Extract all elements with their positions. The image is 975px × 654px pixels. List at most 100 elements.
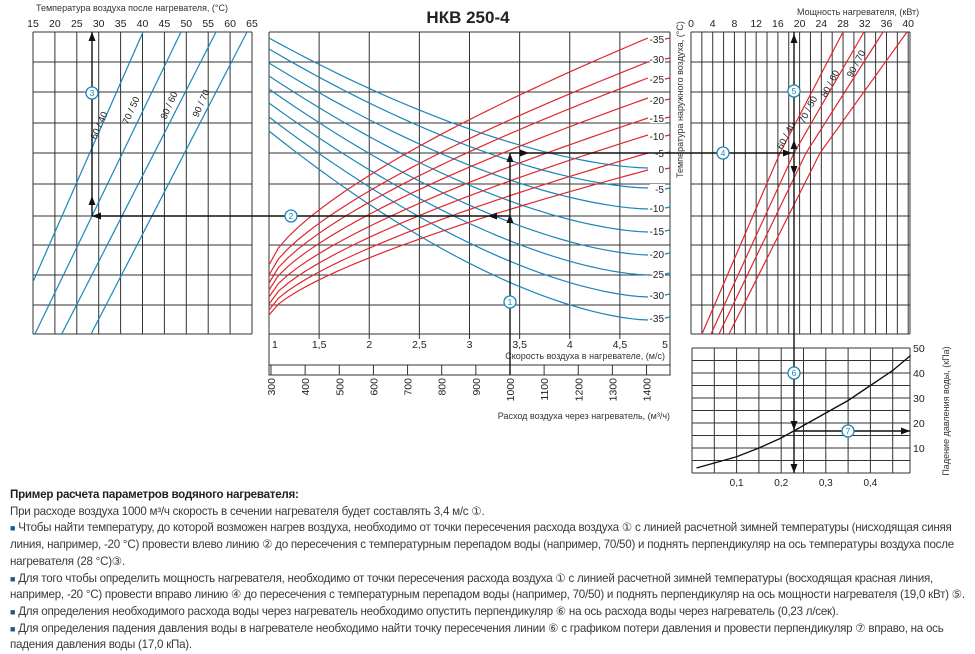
calculation-example: Пример расчета параметров водяного нагре… bbox=[10, 487, 972, 654]
step-marker-label: 7 bbox=[846, 426, 851, 436]
heating-curve bbox=[268, 117, 649, 298]
power-line-label: 80 / 60 bbox=[819, 69, 842, 100]
water-flow-tick-label: 0,1 bbox=[730, 478, 744, 487]
outdoor-temp-label: -10 bbox=[650, 204, 665, 215]
outlet-temp-tick-label: 45 bbox=[159, 18, 171, 30]
outdoor-temp-label: -20 bbox=[650, 96, 665, 107]
power-tick-label: 0 bbox=[688, 18, 694, 30]
step-marker-label: 6 bbox=[792, 368, 797, 378]
label-background bbox=[650, 269, 665, 279]
power-tick-label: 20 bbox=[794, 18, 806, 30]
heating-curve bbox=[268, 97, 649, 291]
outdoor-temp-label: -30 bbox=[650, 55, 665, 66]
chart-title: НКВ 250-4 bbox=[426, 8, 510, 27]
outdoor-temp-label: -25 bbox=[650, 270, 665, 281]
outdoor-temp-label: -35 bbox=[650, 314, 665, 325]
outdoor-temp-label: 0 bbox=[658, 165, 664, 176]
arrow-left-icon bbox=[92, 212, 101, 220]
outdoor-temp-tick bbox=[664, 316, 671, 319]
airflow-axis-label: Расход воздуха через нагреватель, (м³/ч) bbox=[498, 411, 670, 421]
arrow-down-icon bbox=[790, 464, 798, 473]
water-flow-tick-label: 0,3 bbox=[819, 478, 833, 487]
label-background bbox=[650, 226, 665, 236]
outlet-temp-axis-label: Температура воздуха после нагревателя, (… bbox=[36, 3, 228, 13]
velocity-tick-label: 3,5 bbox=[512, 339, 527, 351]
power-tick-label: 36 bbox=[881, 18, 893, 30]
velocity-tick-label: 3 bbox=[467, 339, 473, 351]
example-step-text: Чтобы найти температуру, до которой возм… bbox=[10, 521, 954, 568]
velocity-tick-label: 4 bbox=[567, 339, 573, 351]
heating-curve bbox=[268, 152, 649, 311]
step-marker-7 bbox=[841, 424, 855, 438]
step-marker-4 bbox=[716, 146, 730, 160]
label-background bbox=[650, 34, 665, 44]
outlet-temp-tick-label: 50 bbox=[180, 18, 192, 30]
outdoor-temp-tick bbox=[664, 167, 671, 170]
step-marker-label: 2 bbox=[289, 211, 294, 221]
outlet-temp-tick-label: 20 bbox=[49, 18, 61, 30]
arrow-down-icon bbox=[790, 421, 798, 430]
square-bullet-icon: ■ bbox=[10, 573, 16, 584]
arrow-right-icon bbox=[783, 149, 792, 157]
label-background bbox=[650, 131, 665, 141]
power-tick-label: 8 bbox=[732, 18, 738, 30]
heating-curve bbox=[268, 134, 649, 305]
airflow-axis-box bbox=[268, 364, 671, 376]
outlet-temp-line bbox=[90, 31, 248, 335]
outdoor-temp-tick bbox=[664, 293, 671, 296]
heating-curve bbox=[268, 61, 649, 276]
outdoor-temp-label: -35 bbox=[650, 35, 665, 46]
velocity-tick-label: 2,5 bbox=[412, 339, 427, 351]
outdoor-temp-axis-label: Температура наружного воздуха, (°C) bbox=[675, 21, 685, 178]
outdoor-temp-tick bbox=[664, 116, 671, 119]
velocity-tick-label: 1,5 bbox=[312, 339, 327, 351]
outlet-temp-line bbox=[61, 31, 217, 335]
outlet-curve bbox=[268, 62, 649, 210]
step-marker-5 bbox=[787, 84, 801, 98]
outdoor-temp-label: -5 bbox=[655, 149, 664, 160]
outlet-temp-tick-label: 60 bbox=[224, 18, 236, 30]
airflow-tick-label: 400 bbox=[300, 378, 312, 396]
outdoor-temp-label: -15 bbox=[650, 227, 665, 238]
power-tick-label: 12 bbox=[750, 18, 762, 30]
airflow-tick-label: 1300 bbox=[607, 378, 619, 402]
power-line-label: 70 / 50 bbox=[797, 95, 820, 126]
pressure-tick-label: 20 bbox=[913, 418, 925, 430]
arrow-up-icon bbox=[790, 140, 798, 149]
airflow-tick-label: 800 bbox=[437, 378, 449, 396]
outlet-temp-tick-label: 40 bbox=[137, 18, 149, 30]
outdoor-temp-tick bbox=[664, 37, 671, 40]
label-background bbox=[650, 95, 665, 105]
outdoor-temp-label: -10 bbox=[650, 132, 665, 143]
outlet-curve bbox=[268, 116, 649, 298]
power-tick-label: 16 bbox=[772, 18, 784, 30]
outdoor-temp-label: -30 bbox=[650, 291, 665, 302]
outlet-temp-tick-label: 25 bbox=[71, 18, 83, 30]
outlet-curve bbox=[268, 102, 649, 276]
outlet-temp-line bbox=[32, 31, 144, 283]
example-step-text: Для определения необходимого расхода вод… bbox=[18, 604, 839, 618]
outdoor-temp-tick bbox=[664, 187, 671, 190]
arrow-up-icon bbox=[790, 34, 798, 43]
power-axis-label: Мощность нагревателя, (кВт) bbox=[797, 7, 919, 17]
heating-curve bbox=[268, 77, 649, 284]
heating-curve bbox=[268, 169, 649, 316]
pressure-tick-label: 50 bbox=[913, 343, 925, 355]
pressure-tick-label: 30 bbox=[913, 393, 925, 405]
airflow-tick-label: 1200 bbox=[573, 378, 585, 402]
arrow-right-icon bbox=[520, 149, 529, 157]
airflow-tick-label: 300 bbox=[266, 378, 278, 396]
label-background bbox=[650, 313, 665, 323]
velocity-tick-label: 4,5 bbox=[613, 339, 628, 351]
step-marker-1 bbox=[503, 295, 517, 309]
outlet-curve bbox=[268, 130, 649, 321]
outlet-temp-tick-label: 55 bbox=[202, 18, 214, 30]
label-background bbox=[650, 74, 665, 84]
step-marker-6 bbox=[787, 366, 801, 380]
velocity-tick-label: 1 bbox=[272, 339, 278, 351]
velocity-tick-label: 5 bbox=[662, 339, 668, 351]
heater-nomogram: НКВ 250-415 20 25 30 35 40 45 50 55 60 65Температу… bbox=[27, 3, 951, 487]
power-line bbox=[718, 31, 884, 335]
power-tick-label: 32 bbox=[859, 18, 871, 30]
heating-curve bbox=[268, 37, 649, 266]
